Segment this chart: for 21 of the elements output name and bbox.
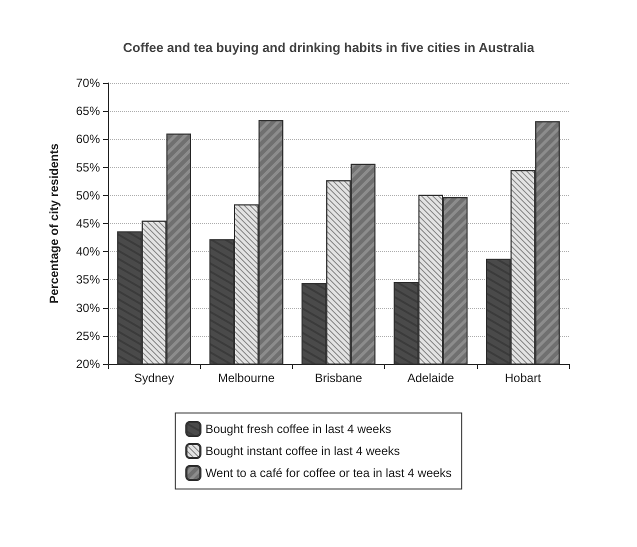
y-tick-label: 70% bbox=[76, 76, 100, 90]
legend-label: Bought instant coffee in last 4 weeks bbox=[205, 444, 400, 458]
y-tick-label: 20% bbox=[76, 357, 100, 371]
x-tick-label: Hobart bbox=[504, 371, 542, 385]
y-tick-label: 65% bbox=[76, 104, 100, 118]
y-tick-label: 55% bbox=[76, 160, 100, 174]
y-tick-label: 25% bbox=[76, 328, 100, 343]
y-tick-label: 30% bbox=[76, 300, 100, 315]
y-tick-label: 45% bbox=[76, 216, 100, 230]
y-tick-label: 50% bbox=[76, 188, 100, 202]
x-tick-label: Sydney bbox=[134, 371, 174, 385]
y-tick-label: 40% bbox=[76, 244, 100, 259]
y-tick-label: 60% bbox=[76, 132, 100, 146]
legend-label: Went to a café for coffee or tea in last 4 weeks bbox=[205, 466, 452, 480]
y-axis-title: Percentage of city residents bbox=[47, 143, 61, 304]
y-tick-label: 35% bbox=[76, 272, 100, 287]
x-tick-label: Brisbane bbox=[314, 371, 362, 385]
chart-title: Coffee and tea buying and drinking habits in five cities in Australia bbox=[123, 40, 536, 55]
x-tick-label: Adelaide bbox=[407, 371, 454, 385]
x-tick-label: Melbourne bbox=[218, 371, 275, 385]
legend-label: Bought fresh coffee in last 4 weeks bbox=[205, 422, 392, 436]
